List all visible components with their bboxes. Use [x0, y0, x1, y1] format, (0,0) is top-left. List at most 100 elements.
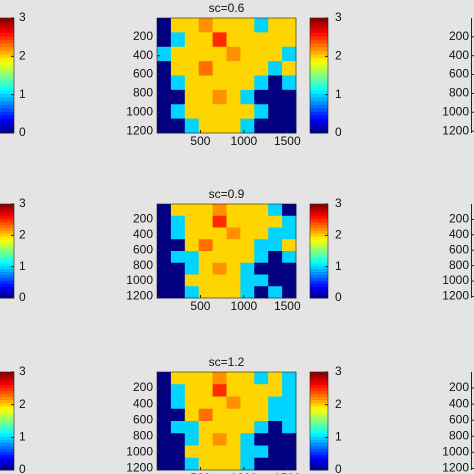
- colorbar-label: 3: [335, 10, 342, 24]
- right-axis-tick-label: 200: [449, 212, 469, 226]
- left-colorbar-swatch: [0, 125, 14, 130]
- colorbar-swatch: [310, 280, 328, 284]
- colorbar-swatch: [310, 25, 328, 30]
- heatmap-cell: [212, 204, 227, 217]
- heatmap-cell: [198, 215, 213, 228]
- left-colorbar-swatch: [0, 68, 14, 73]
- heatmap-cell: [282, 118, 297, 134]
- heatmap-cell: [240, 118, 255, 134]
- heatmap-cell: [198, 408, 213, 422]
- colorbar-label: 0: [335, 125, 342, 139]
- y-tick-label: 400: [133, 396, 153, 410]
- heatmap-cell: [184, 433, 200, 446]
- heatmap-cell: [170, 46, 186, 62]
- left-colorbar-label: 3: [19, 10, 26, 24]
- left-colorbar-swatch: [0, 204, 14, 208]
- heatmap-cell: [212, 118, 227, 134]
- heatmap-cell: [268, 421, 283, 434]
- colorbar-swatch: [310, 439, 328, 443]
- left-colorbar-swatch: [0, 390, 14, 394]
- y-tick-label: 1000: [126, 104, 153, 118]
- colorbar-swatch: [310, 445, 328, 450]
- left-colorbar-swatch: [0, 107, 14, 112]
- heatmap-cell: [212, 274, 227, 287]
- colorbar-swatch: [310, 104, 328, 109]
- left-colorbar-swatch: [0, 236, 14, 240]
- heatmap-cell: [282, 396, 297, 410]
- heatmap-cell: [282, 445, 297, 459]
- colorbar-swatch: [310, 466, 328, 471]
- left-colorbar-swatch: [0, 378, 14, 382]
- heatmap-cell: [157, 61, 172, 76]
- colorbar-swatch: [310, 387, 328, 391]
- left-colorbar-swatch: [0, 206, 14, 211]
- heatmap-cell: [282, 262, 297, 275]
- heatmap-cell: [226, 457, 241, 471]
- left-colorbar-swatch: [0, 424, 14, 428]
- heatmap-cell: [198, 61, 213, 76]
- heatmap-cell: [282, 46, 297, 62]
- heatmap-cell: [157, 262, 172, 275]
- left-colorbar-swatch: [0, 111, 14, 116]
- colorbar-swatch: [310, 32, 328, 37]
- heatmap-cell: [268, 215, 283, 228]
- left-colorbar-swatch: [0, 277, 14, 281]
- heatmap-cell: [282, 204, 297, 217]
- left-colorbar-swatch: [0, 295, 14, 299]
- colorbar-swatch: [310, 251, 328, 255]
- heatmap-cell: [282, 227, 297, 240]
- heatmap-cell: [226, 204, 241, 217]
- heatmap-cell: [157, 384, 172, 397]
- colorbar-label: 1: [335, 259, 342, 273]
- colorbar-label: 2: [335, 49, 342, 63]
- left-colorbar-swatch: [0, 384, 14, 388]
- colorbar-swatch: [310, 239, 328, 243]
- heatmap-cell: [240, 251, 255, 264]
- y-tick-label: 400: [133, 48, 153, 62]
- colorbar-swatch: [310, 259, 328, 264]
- colorbar-swatch: [310, 253, 328, 258]
- left-colorbar-swatch: [0, 259, 14, 264]
- heatmap-cell: [212, 457, 227, 471]
- colorbar-swatch: [310, 256, 328, 261]
- left-colorbar-swatch: [0, 129, 14, 134]
- heatmap-cell: [282, 433, 297, 446]
- left-colorbar-swatch: [0, 118, 14, 123]
- heatmap-cell: [212, 18, 227, 33]
- heatmap-cell: [157, 457, 172, 471]
- colorbar-swatch: [310, 68, 328, 73]
- left-colorbar-label: 0: [19, 125, 26, 139]
- heatmap-cell: [240, 286, 255, 299]
- left-colorbar-swatch: [0, 18, 14, 23]
- heatmap-cell: [157, 274, 172, 287]
- heatmap-cell: [170, 18, 186, 33]
- heatmap-cell: [184, 118, 200, 134]
- heatmap-cell: [254, 104, 269, 120]
- left-colorbar-swatch: [0, 251, 14, 255]
- plot-frame: [156, 17, 297, 134]
- x-tick-label: 500: [190, 299, 210, 313]
- left-colorbar-swatch: [0, 439, 14, 443]
- heatmap-cell: [254, 251, 269, 264]
- heatmap-cell: [268, 457, 283, 471]
- colorbar-swatch: [310, 230, 328, 234]
- heatmap-cell: [282, 61, 297, 76]
- heatmap-cell: [184, 286, 200, 299]
- colorbar-swatch: [310, 97, 328, 102]
- heatmap-cell: [240, 408, 255, 422]
- left-colorbar-label: 3: [19, 196, 26, 210]
- left-colorbar-swatch: [0, 430, 14, 434]
- heatmap-cell: [240, 396, 255, 410]
- left-colorbar-swatch: [0, 115, 14, 120]
- y-tick-label: 600: [133, 412, 153, 426]
- left-colorbar-swatch: [0, 71, 14, 76]
- left-colorbar-swatch: [0, 245, 14, 249]
- y-tick-label: 200: [133, 29, 153, 43]
- left-colorbar-swatch: [0, 79, 14, 84]
- heatmap-cell: [226, 118, 241, 134]
- heatmap-cell: [212, 262, 227, 275]
- heatmap-cell: [226, 286, 241, 299]
- heatmap-cell: [184, 396, 200, 410]
- colorbar-swatch: [310, 277, 328, 281]
- heatmap-cell: [157, 421, 172, 434]
